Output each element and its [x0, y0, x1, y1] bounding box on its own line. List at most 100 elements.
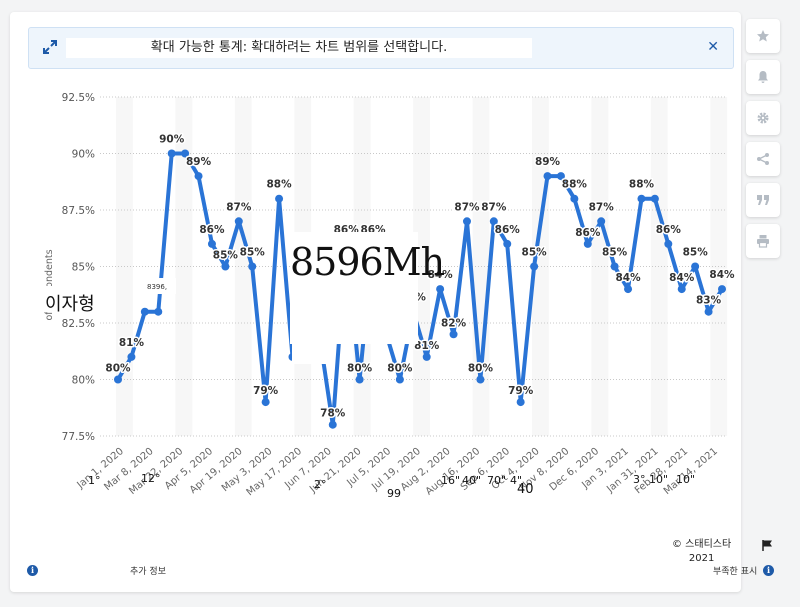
data-label: 84% [709, 269, 735, 281]
data-label: 86% [495, 224, 521, 236]
data-label: 78% [320, 408, 346, 420]
data-label: 87% [481, 201, 507, 213]
close-icon[interactable]: ✕ [707, 39, 719, 55]
data-label: 86% [656, 224, 682, 236]
data-label: 80% [387, 363, 413, 375]
data-point[interactable] [516, 398, 525, 407]
data-label: 86% [199, 224, 225, 236]
artifact-mask [290, 232, 418, 344]
data-point[interactable] [503, 239, 512, 248]
data-point[interactable] [489, 217, 498, 226]
overlay-fragment: 99 [387, 487, 401, 500]
data-point[interactable] [677, 285, 686, 294]
data-point[interactable] [704, 307, 713, 316]
data-point[interactable] [624, 285, 633, 294]
data-point[interactable] [718, 285, 726, 294]
data-label: 80% [347, 363, 373, 375]
data-point[interactable] [127, 352, 136, 361]
y-axis-title: of respondents [44, 249, 55, 320]
data-point[interactable] [355, 375, 364, 384]
data-label: 80% [105, 363, 131, 375]
data-point[interactable] [114, 375, 122, 384]
data-point[interactable] [261, 398, 270, 407]
overlay-small-text: 8396, [145, 283, 170, 291]
data-label: 83% [696, 295, 722, 307]
data-label: 85% [522, 247, 548, 259]
data-point[interactable] [328, 420, 337, 429]
info-icon[interactable]: i [27, 565, 38, 576]
overlay-fragment: 2° [314, 478, 327, 491]
data-point[interactable] [436, 285, 445, 294]
overlay-fragment: 70" [487, 474, 507, 487]
grid-band [175, 97, 193, 436]
overlay-fragment: 40 [517, 482, 534, 497]
data-point[interactable] [530, 262, 539, 271]
data-label: 88% [629, 179, 655, 191]
overlay-fragment: 10" [649, 473, 669, 486]
data-label: 89% [186, 156, 212, 168]
data-label: 88% [266, 179, 292, 191]
data-point[interactable] [543, 172, 552, 181]
data-point[interactable] [207, 239, 216, 248]
y-tick-label: 82.5% [62, 318, 95, 330]
share-icon [757, 153, 769, 165]
overlay-fragment: 40" [462, 474, 482, 487]
share-button[interactable] [746, 142, 780, 176]
data-point[interactable] [610, 262, 619, 271]
data-point[interactable] [637, 194, 646, 203]
y-tick-label: 80% [72, 375, 95, 387]
copyright[interactable]: © 스태티스타 2021 [672, 538, 731, 566]
data-label: 79% [508, 385, 534, 397]
alert-button[interactable] [746, 60, 780, 94]
flag-icon[interactable] [761, 539, 773, 551]
data-point[interactable] [650, 194, 659, 203]
data-point[interactable] [476, 375, 485, 384]
data-point[interactable] [167, 149, 176, 158]
data-label: 85% [240, 247, 266, 259]
data-point[interactable] [395, 375, 404, 384]
data-point[interactable] [248, 262, 257, 271]
data-point[interactable] [221, 262, 230, 271]
data-point[interactable] [140, 307, 149, 316]
x-tick-label: Mar 14, 2021 [662, 446, 720, 497]
star-icon [757, 30, 769, 42]
data-point[interactable] [597, 217, 606, 226]
data-point[interactable] [154, 307, 163, 316]
overlay-name: 이자형 [45, 294, 95, 315]
data-point[interactable] [275, 194, 284, 203]
cite-button[interactable] [746, 183, 780, 217]
data-label: 85% [213, 250, 239, 262]
data-point[interactable] [194, 172, 203, 181]
data-point[interactable] [462, 217, 471, 226]
data-point[interactable] [449, 330, 458, 339]
data-point[interactable] [570, 194, 579, 203]
data-label: 81% [119, 337, 145, 349]
banner-text: 확대 가능한 통계: 확대하려는 차트 범위를 선택합니다. [66, 38, 532, 58]
y-tick-label: 87.5% [62, 205, 95, 217]
data-point[interactable] [691, 262, 700, 271]
data-point[interactable] [583, 239, 592, 248]
favorite-button[interactable] [746, 19, 780, 53]
data-point[interactable] [664, 239, 673, 248]
print-button[interactable] [746, 224, 780, 258]
info-icon[interactable]: i [763, 565, 774, 576]
data-label: 82% [441, 317, 467, 329]
data-label: 87% [226, 201, 252, 213]
data-point[interactable] [422, 352, 431, 361]
zoom-banner: 확대 가능한 통계: 확대하려는 차트 범위를 선택합니다. ✕ [28, 27, 734, 69]
data-point[interactable] [181, 149, 190, 158]
copyright-year: 2021 [688, 553, 715, 564]
data-point[interactable] [234, 217, 243, 226]
data-label: 85% [602, 247, 628, 259]
expand-icon[interactable] [43, 40, 57, 54]
data-label: 87% [589, 201, 615, 213]
overlay-fragment: 16" [441, 474, 461, 487]
hide-source-link[interactable]: 부족한 표시 [713, 567, 758, 577]
settings-button[interactable] [746, 101, 780, 135]
artifact-mask [292, 342, 328, 364]
y-tick-label: 85% [72, 262, 95, 274]
data-point[interactable] [556, 172, 565, 181]
more-info-link[interactable]: 추가 정보 [130, 567, 166, 577]
grid-band [650, 97, 668, 436]
